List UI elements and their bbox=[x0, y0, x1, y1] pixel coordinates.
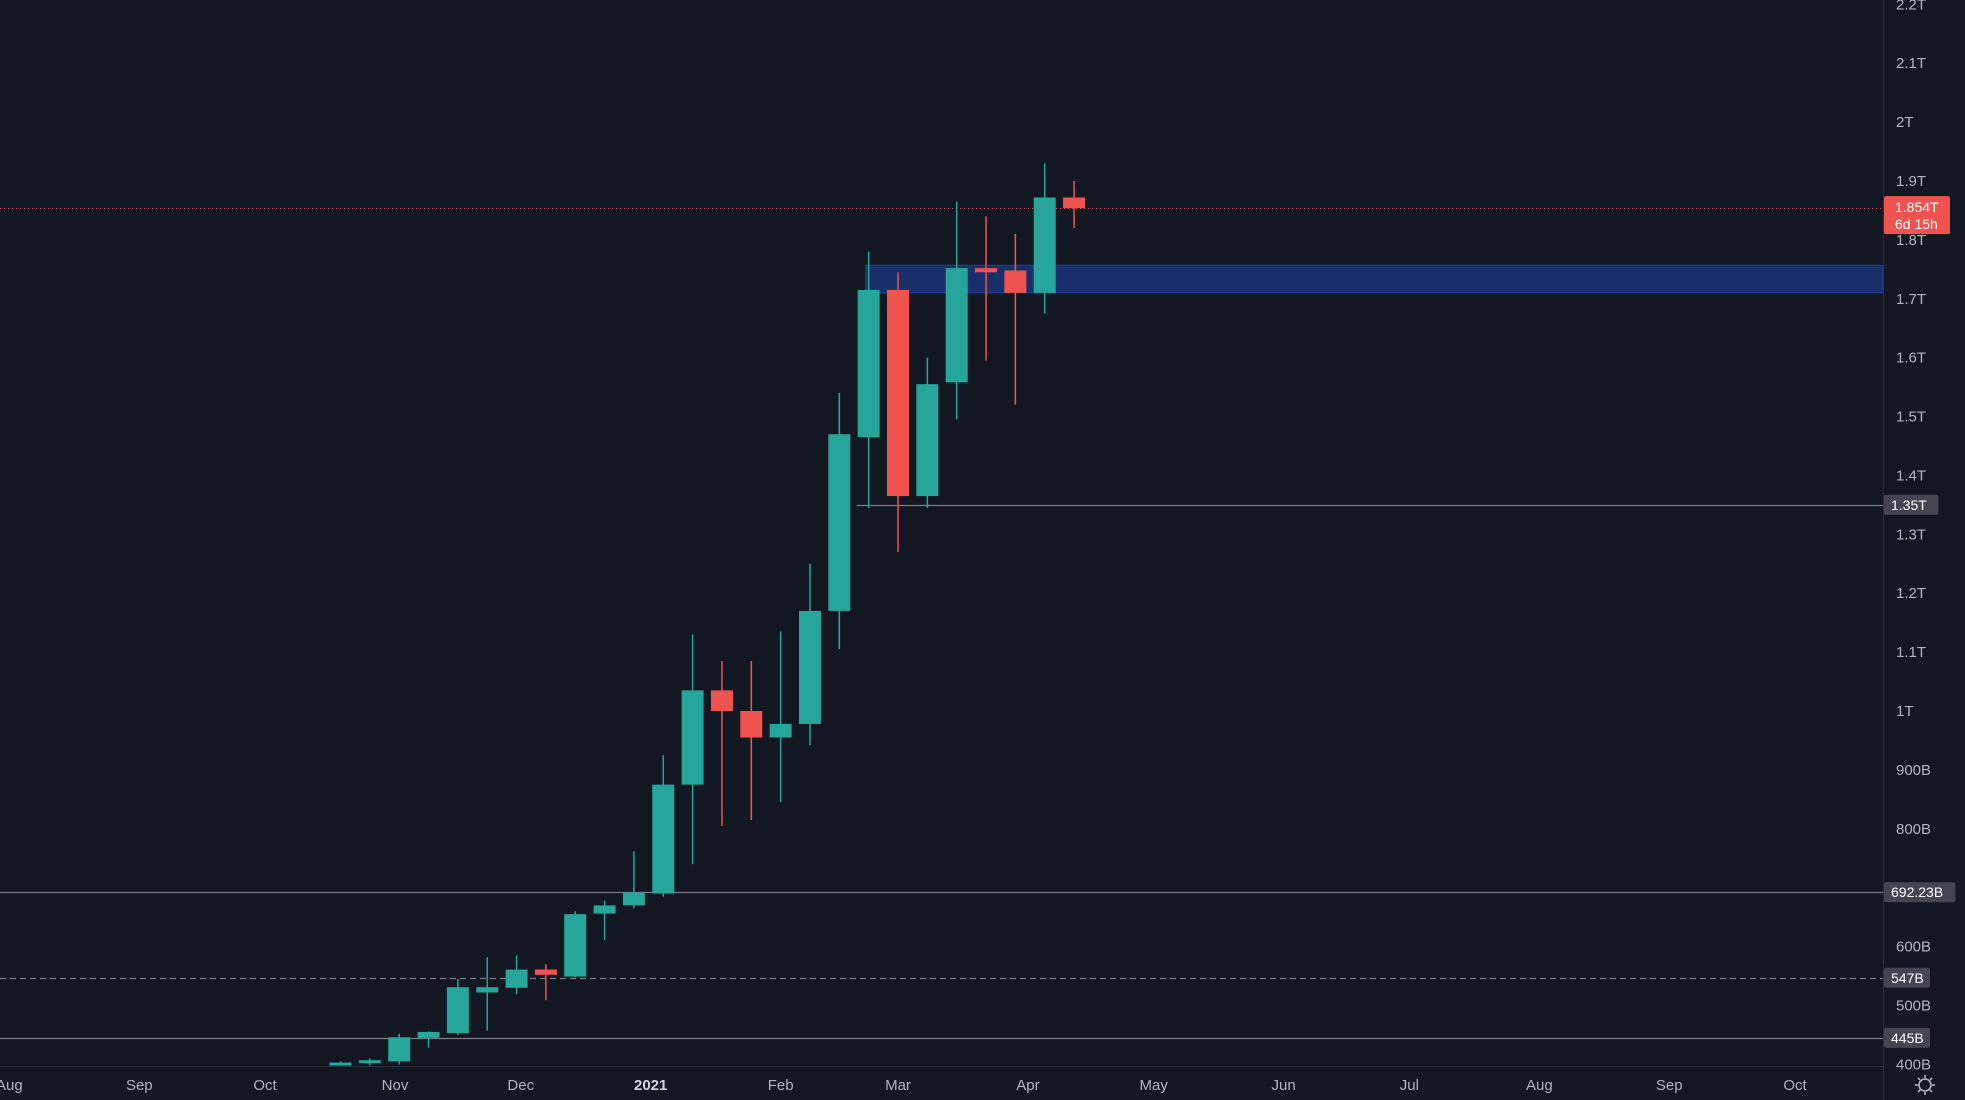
candle-body bbox=[593, 905, 616, 914]
price-tick-label: 1T bbox=[1896, 703, 1914, 720]
bar-countdown-label: 6d 15h bbox=[1895, 216, 1938, 232]
price-tick-label: 800B bbox=[1896, 821, 1931, 838]
price-tick-label: 900B bbox=[1896, 762, 1931, 779]
price-tick-label: 600B bbox=[1896, 939, 1931, 956]
candle-body bbox=[1063, 197, 1086, 209]
time-tick-label: Aug bbox=[0, 1077, 23, 1094]
time-tick-label: May bbox=[1140, 1077, 1169, 1094]
price-tick-label: 1.1T bbox=[1896, 644, 1926, 661]
time-tick-label: Oct bbox=[1783, 1077, 1807, 1094]
candle-body bbox=[652, 784, 675, 894]
price-axis-background bbox=[1883, 0, 1965, 1100]
time-tick-label: Feb bbox=[768, 1077, 794, 1094]
time-tick-label: Oct bbox=[253, 1077, 277, 1094]
candle-body bbox=[388, 1037, 411, 1062]
candle-body bbox=[476, 987, 499, 993]
candles-layer bbox=[329, 163, 1086, 1066]
candle-body bbox=[681, 690, 704, 785]
candle-body bbox=[505, 969, 528, 988]
candle-body bbox=[945, 268, 968, 383]
level-price-tag-label: 1.35T bbox=[1891, 497, 1927, 513]
price-tick-label: 1.2T bbox=[1896, 585, 1926, 602]
time-tick-label: Jul bbox=[1400, 1077, 1419, 1094]
candle-body bbox=[446, 987, 469, 1034]
candle-body bbox=[828, 434, 851, 611]
candle-body bbox=[622, 892, 645, 906]
time-tick-label: Nov bbox=[382, 1077, 409, 1094]
time-tick-label: Jun bbox=[1272, 1077, 1296, 1094]
gear-icon-tooth bbox=[1929, 1089, 1933, 1093]
candle-body bbox=[417, 1031, 440, 1038]
last-price-tag bbox=[1884, 196, 1950, 235]
time-tick-label: Aug bbox=[1526, 1077, 1553, 1094]
price-axis[interactable]: 400B 500B 600B 800B 900B 1T 1.1T 1.2T 1.3T 1.4T 1.… bbox=[1883, 0, 1965, 1100]
time-tick-label: Mar bbox=[885, 1077, 911, 1094]
price-tick-label: 1.9T bbox=[1896, 173, 1926, 190]
price-tick-label: 1.8T bbox=[1896, 232, 1926, 249]
candle-body bbox=[534, 969, 557, 975]
horizontal-levels-layer bbox=[0, 208, 1883, 1040]
price-tick-label: 1.6T bbox=[1896, 350, 1926, 367]
candle-body bbox=[798, 610, 821, 724]
candle-body bbox=[857, 289, 880, 438]
candle-body bbox=[329, 1062, 352, 1066]
time-tick-label: Sep bbox=[1656, 1077, 1683, 1094]
time-tick-label: 2021 bbox=[634, 1077, 667, 1094]
price-tick-label: 500B bbox=[1896, 997, 1931, 1014]
price-tick-label: 2.1T bbox=[1896, 55, 1926, 72]
chart-settings-icon[interactable] bbox=[1915, 1075, 1935, 1095]
gear-icon-ring bbox=[1918, 1078, 1932, 1092]
candle-body bbox=[1033, 197, 1056, 293]
gear-icon-tooth bbox=[1917, 1089, 1921, 1093]
candle-body bbox=[710, 690, 733, 711]
time-axis-background bbox=[0, 1066, 1883, 1100]
price-tick-label: 1.4T bbox=[1896, 467, 1926, 484]
price-tick-label: 2.2T bbox=[1896, 0, 1926, 13]
candle-body bbox=[740, 711, 763, 738]
level-price-tag bbox=[1884, 494, 1939, 515]
time-tick-label: Dec bbox=[507, 1077, 534, 1094]
candle-body bbox=[887, 289, 909, 497]
candle-body bbox=[358, 1060, 381, 1064]
level-price-tag-label: 692.23B bbox=[1891, 884, 1943, 900]
time-tick-label: Sep bbox=[126, 1077, 153, 1094]
last-price-label: 1.854T bbox=[1895, 199, 1939, 215]
level-price-tag-label: 445B bbox=[1891, 1030, 1924, 1046]
candle-body bbox=[769, 723, 792, 738]
price-tick-label: 2T bbox=[1896, 114, 1914, 131]
candle-body bbox=[564, 914, 587, 977]
price-tick-label: 1.7T bbox=[1896, 291, 1926, 308]
price-tick-label: 400B bbox=[1896, 1056, 1931, 1073]
candle-body bbox=[916, 384, 939, 497]
level-price-tag-label: 547B bbox=[1891, 970, 1924, 986]
time-axis[interactable]: Aug Sep Oct Nov Dec 2021 Feb Mar Apr May Jun Jul Aug… bbox=[0, 1066, 1883, 1100]
level-price-tag bbox=[1884, 967, 1930, 988]
price-tick-label: 1.5T bbox=[1896, 409, 1926, 426]
gear-icon-tooth bbox=[1929, 1077, 1933, 1081]
candle-body bbox=[975, 268, 998, 273]
time-tick-label: Apr bbox=[1016, 1077, 1039, 1094]
candle-body bbox=[1004, 270, 1027, 293]
gear-icon-tooth bbox=[1917, 1077, 1921, 1081]
price-tick-label: 1.3T bbox=[1896, 526, 1926, 543]
level-price-tag bbox=[1884, 882, 1956, 903]
level-price-tag bbox=[1884, 1027, 1930, 1048]
